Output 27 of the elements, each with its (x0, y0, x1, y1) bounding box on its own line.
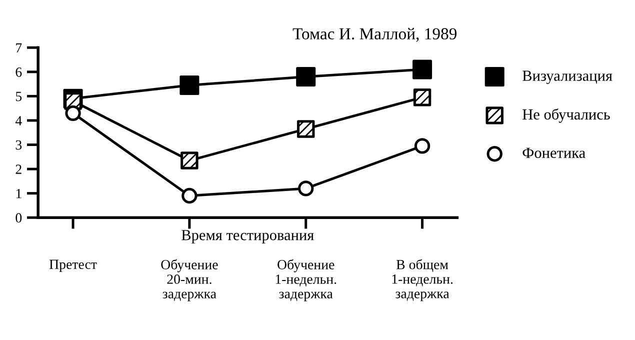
y-tick-label: 4 (15, 116, 22, 126)
legend-label: Фонетика (522, 148, 586, 158)
y-tick-label: 5 (16, 92, 22, 102)
point (297, 120, 315, 138)
point (180, 75, 200, 95)
y-tick-label: 6 (16, 68, 22, 77)
point (296, 66, 316, 86)
point (182, 188, 198, 204)
legend-label: Не обучались (522, 108, 610, 123)
x-axis-title: Время тестирования (182, 230, 314, 244)
point (180, 152, 198, 170)
point (413, 88, 432, 106)
y-tick-label: 2 (16, 164, 22, 174)
legend-label: Визуализация (522, 70, 612, 84)
y-tick-label: 7 (16, 43, 22, 52)
point (414, 138, 430, 154)
y-tick-label: 3 (16, 140, 22, 150)
x-tick-label: В общем 1-недельн. задержка (392, 259, 453, 302)
point (298, 180, 314, 196)
y-tick-label: 0 (16, 213, 22, 223)
x-tick-label: Претест (49, 260, 97, 272)
x-tick-label: Обучение 20-мин. задержка (161, 259, 218, 302)
point (65, 105, 81, 122)
x-tick-label: Обучение 1-недельн. задержка (276, 259, 336, 302)
y-tick-label: 1 (16, 188, 22, 198)
chart-title: Томас И. Маллой, 1989 (292, 28, 457, 42)
point (412, 60, 432, 80)
